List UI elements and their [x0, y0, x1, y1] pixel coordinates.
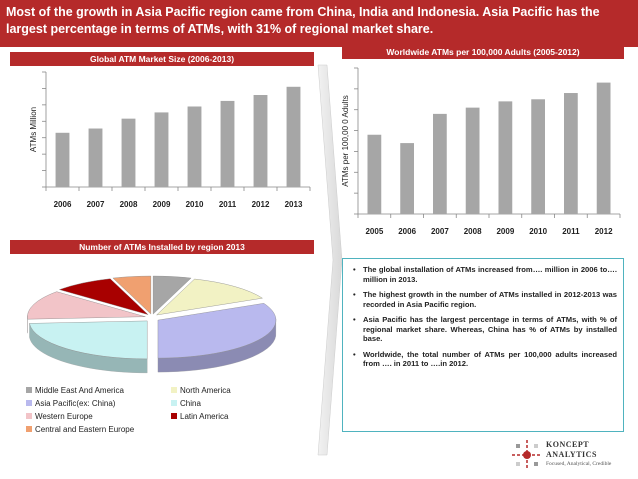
logo-name-line1: KONCEPT	[546, 440, 590, 449]
x-tick-label: 2007	[87, 200, 105, 209]
legend-label: Middle East And America	[35, 386, 124, 395]
logo-name-line2: ANALYTICS	[546, 450, 597, 459]
bar-2009	[154, 112, 169, 187]
finding-bullet: The highest growth in the number of ATMs…	[353, 290, 617, 309]
bar-2008	[121, 118, 136, 187]
legend-swatch	[26, 413, 32, 419]
legend-item: Middle East And America	[26, 386, 124, 395]
finding-bullet: The global installation of ATMs increase…	[353, 265, 617, 284]
atms-by-region-pie	[27, 275, 277, 374]
pie-slice-6	[112, 275, 152, 315]
finding-bullet: Worldwide, the total number of ATMs per …	[353, 350, 617, 369]
arrow-shape	[317, 64, 343, 456]
legend-item: Central and Eastern Europe	[26, 425, 134, 434]
atm-market-size-title: Global ATM Market Size (2006-2013)	[10, 52, 314, 66]
legend-item: North America	[171, 386, 231, 395]
legend-swatch	[171, 387, 177, 393]
header-text: Most of the growth in Asia Pacific regio…	[6, 5, 600, 36]
x-tick-label: 2009	[496, 227, 514, 236]
bar-2009	[498, 101, 513, 214]
legend-label: Central and Eastern Europe	[35, 425, 135, 434]
legend-label: North America	[180, 386, 231, 395]
x-tick-label: 2010	[186, 200, 204, 209]
legend-item: Latin America	[171, 412, 228, 421]
atms-per-adults-chart: 2005 2006 2007 2008 2009 2010 2011 2012 ATMs per…	[341, 67, 621, 236]
legend-swatch	[26, 426, 32, 432]
header-banner: Most of the growth in Asia Pacific regio…	[0, 0, 638, 47]
x-tick-label: 2008	[464, 227, 482, 236]
legend-swatch	[171, 413, 177, 419]
pie-slice-5	[58, 278, 149, 315]
pie-slice-4	[27, 291, 146, 320]
x-tick-label: 2011	[562, 227, 580, 236]
pie-slice-2	[157, 303, 277, 359]
y-axis-label: ATMs per 100,00 0 Adults	[341, 95, 350, 186]
bar-2007	[432, 113, 447, 214]
legend-item: China	[171, 399, 201, 408]
bar-2005	[367, 134, 382, 214]
x-tick-label: 2006	[398, 227, 416, 236]
x-tick-label: 2009	[153, 200, 171, 209]
legend-item: Asia Pacific(ex: China)	[26, 399, 115, 408]
bar-2008	[465, 107, 480, 214]
x-tick-label: 2008	[120, 200, 138, 209]
pie-slice-0	[152, 275, 192, 315]
bar-2011	[563, 93, 578, 214]
legend-swatch	[171, 400, 177, 406]
bar-2007	[88, 128, 103, 187]
koncept-analytics-logo: KONCEPT ANALYTICS Focused, Analytical, C…	[510, 438, 630, 474]
x-tick-label: 2010	[529, 227, 547, 236]
x-tick-label: 2011	[219, 200, 237, 209]
atms-by-region-title: Number of ATMs Installed by region 2013	[10, 240, 314, 254]
x-tick-label: 2005	[365, 227, 383, 236]
x-tick-label: 2013	[285, 200, 303, 209]
logo-tagline: Focused, Analytical, Credible	[546, 461, 612, 467]
legend-item: Western Europe	[26, 412, 93, 421]
legend-label: China	[180, 399, 201, 408]
bar-2010	[187, 106, 202, 187]
y-axis-label: ATMs Million	[29, 107, 38, 152]
x-tick-label: 2007	[431, 227, 449, 236]
atms-per-adults-title: Worldwide ATMs per 100,000 Adults (2005-…	[342, 45, 624, 59]
x-tick-label: 2012	[595, 227, 613, 236]
bar-2006	[400, 143, 415, 214]
pie-slice-1	[156, 278, 263, 316]
logo-name: KONCEPT ANALYTICS	[546, 440, 597, 460]
legend-label: Western Europe	[35, 412, 93, 421]
legend-label: Asia Pacific(ex: China)	[35, 399, 116, 408]
bar-2010	[531, 99, 546, 214]
bar-2012	[596, 82, 611, 214]
atm-market-size-chart: 2006 2007 2008 2009 2010 2011 2012 2013 ATMs Mil…	[29, 71, 311, 209]
x-tick-label: 2012	[252, 200, 270, 209]
key-findings-box: The global installation of ATMs increase…	[342, 258, 624, 432]
legend-label: Latin America	[180, 412, 229, 421]
bar-2006	[55, 132, 70, 187]
logo-mark-icon	[512, 440, 542, 470]
pie-slice-3	[29, 320, 148, 360]
bar-2011	[220, 100, 235, 187]
x-tick-label: 2006	[54, 200, 72, 209]
finding-bullet: Asia Pacific has the largest percentage …	[353, 315, 617, 344]
bar-2013	[286, 86, 301, 187]
legend-swatch	[26, 400, 32, 406]
bar-2012	[253, 95, 268, 187]
legend-swatch	[26, 387, 32, 393]
